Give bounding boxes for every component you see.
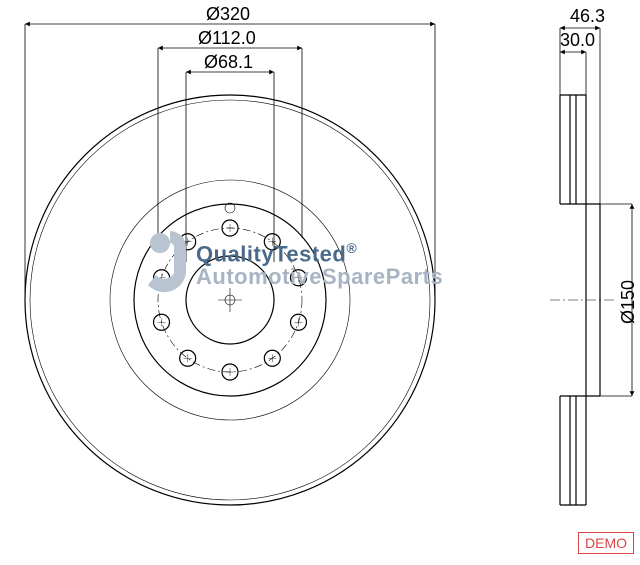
dim-hub-dia: Ø68.1 xyxy=(204,52,253,73)
drawing-svg xyxy=(0,0,640,560)
dim-hat-dia: Ø150 xyxy=(618,280,639,324)
logo-j-icon xyxy=(140,225,190,295)
drawing-canvas: Ø320 Ø112.0 Ø68.1 46.3 30.0 Ø150 Quality… xyxy=(0,0,640,560)
dim-outer-dia: Ø320 xyxy=(206,4,250,25)
dim-thickness: 30.0 xyxy=(560,30,595,51)
dim-overall-height: 46.3 xyxy=(570,6,605,27)
demo-badge: DEMO xyxy=(578,532,634,554)
dim-bolt-dia: Ø112.0 xyxy=(198,28,256,49)
